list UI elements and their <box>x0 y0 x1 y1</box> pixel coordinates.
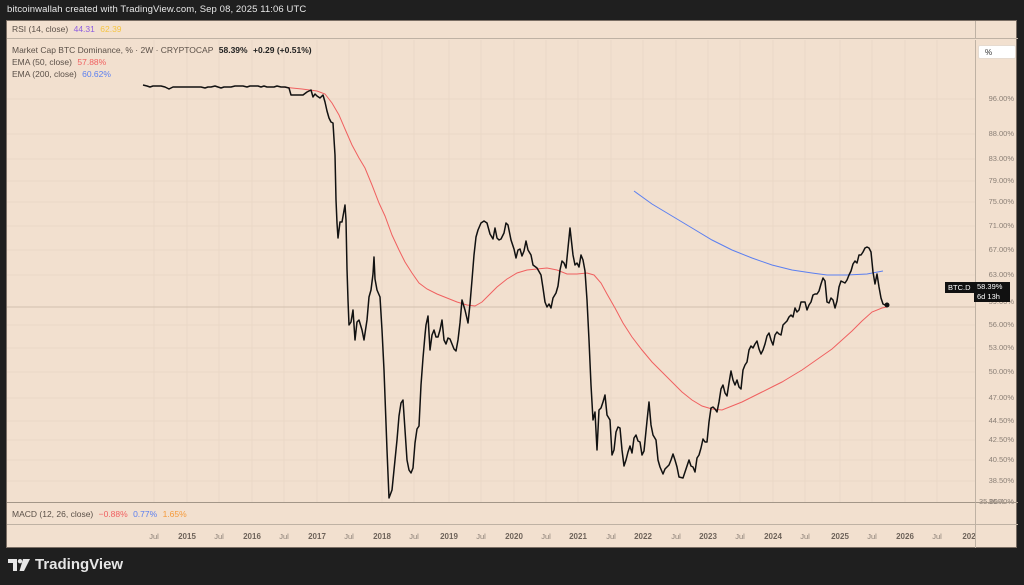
time-label: Jul <box>409 532 419 541</box>
time-label: 2018 <box>373 532 391 541</box>
tradingview-logo[interactable]: TradingView <box>8 556 123 573</box>
macd-legend: MACD (12, 26, close) −0.88% 0.77% 1.65% <box>12 509 190 519</box>
time-label: 2016 <box>243 532 261 541</box>
ema200-label: EMA (200, close) <box>12 69 77 79</box>
last-point-marker <box>884 302 890 308</box>
price-tick: 35.00% <box>979 497 1005 506</box>
btc-dominance-line <box>142 84 887 499</box>
ema50-label: EMA (50, close) <box>12 57 72 67</box>
price-tick: 96.00% <box>988 94 1014 103</box>
brand-name: TradingView <box>35 556 124 573</box>
tradingview-logo-icon <box>8 558 30 571</box>
symbol-change: +0.29 (+0.51%) <box>252 45 312 55</box>
rsi-pane[interactable]: RSI (14, close) 44.31 62.39 <box>7 21 975 39</box>
rsi-value-2: 62.39 <box>100 24 122 34</box>
price-tick: 47.00% <box>988 393 1014 402</box>
bar-countdown: 6d 13h <box>977 292 1000 301</box>
last-price-value: 58.39% <box>977 282 1003 291</box>
price-axis[interactable]: 96.00% 88.00% 83.00% 79.00% 75.00% 71.00… <box>975 40 1018 506</box>
time-label: Jul <box>606 532 616 541</box>
time-label: Jul <box>932 532 942 541</box>
rsi-legend: RSI (14, close) 44.31 62.39 <box>12 24 125 34</box>
time-label: Jul <box>344 532 354 541</box>
main-chart-area[interactable]: Market Cap BTC Dominance, % · 2W · CRYPT… <box>7 40 975 502</box>
ema200-value: 60.62% <box>82 69 111 79</box>
rsi-price-axis <box>975 21 1018 39</box>
ema50-legend[interactable]: EMA (50, close) 57.88% <box>12 57 109 67</box>
time-label: 2015 <box>178 532 196 541</box>
time-label: 2024 <box>764 532 782 541</box>
macd-value-2: 0.77% <box>133 509 158 519</box>
time-label: Jul <box>671 532 681 541</box>
macd-label: MACD (12, 26, close) <box>12 509 94 519</box>
rsi-value-1: 44.31 <box>73 24 95 34</box>
price-tick: 88.00% <box>988 129 1014 138</box>
price-tick: 67.00% <box>988 245 1014 254</box>
time-label: Jul <box>279 532 289 541</box>
ema50-line <box>281 86 888 411</box>
price-tick: 56.00% <box>988 320 1014 329</box>
ema200-line <box>633 190 884 276</box>
time-label: 2022 <box>634 532 652 541</box>
time-label: 2017 <box>308 532 326 541</box>
main-legend-title[interactable]: Market Cap BTC Dominance, % · 2W · CRYPT… <box>12 45 315 55</box>
time-label: Jul <box>800 532 810 541</box>
time-label: 2025 <box>831 532 849 541</box>
price-tick: 71.00% <box>988 221 1014 230</box>
time-label: Jul <box>735 532 745 541</box>
time-label: Jul <box>149 532 159 541</box>
symbol-badge: BTC.D <box>945 282 974 293</box>
grid-lines <box>7 40 975 502</box>
percent-scale-button[interactable]: % <box>978 45 1016 59</box>
price-tick: 40.50% <box>988 455 1014 464</box>
price-tick: 83.00% <box>988 154 1014 163</box>
price-chart <box>7 40 975 502</box>
time-label: 2020 <box>505 532 523 541</box>
price-tick: 75.00% <box>988 197 1014 206</box>
macd-price-axis <box>975 502 1018 524</box>
rsi-label: RSI (14, close) <box>12 24 69 34</box>
price-tick: 79.00% <box>988 176 1014 185</box>
time-label: Jul <box>214 532 224 541</box>
time-label: Jul <box>476 532 486 541</box>
time-axis-corner <box>975 524 1018 548</box>
time-label: 2026 <box>896 532 914 541</box>
chart-caption: bitcoinwallah created with TradingView.c… <box>7 4 307 15</box>
symbol-last-value: 58.39% <box>218 45 248 55</box>
price-tick: 53.00% <box>988 343 1014 352</box>
time-label: 2019 <box>440 532 458 541</box>
time-label: 2023 <box>699 532 717 541</box>
macd-value-3: 1.65% <box>162 509 187 519</box>
chart-frame: RSI (14, close) 44.31 62.39 <box>6 20 1018 548</box>
price-tick: 42.50% <box>988 435 1014 444</box>
time-label: Jul <box>867 532 877 541</box>
price-tick: 38.50% <box>988 476 1014 485</box>
price-tick: 44.50% <box>988 416 1014 425</box>
time-label: 2021 <box>569 532 587 541</box>
ema200-legend[interactable]: EMA (200, close) 60.62% <box>12 69 114 79</box>
price-tick: 50.00% <box>988 367 1014 376</box>
symbol-label: Market Cap BTC Dominance, % · 2W · CRYPT… <box>12 45 214 55</box>
price-tick: 36.70% <box>988 497 1014 506</box>
time-label: 202 <box>962 532 976 541</box>
price-tick: 63.00% <box>988 270 1014 279</box>
macd-pane[interactable]: MACD (12, 26, close) −0.88% 0.77% 1.65% <box>7 502 975 524</box>
last-price-badge: 58.39% 6d 13h <box>974 282 1010 302</box>
macd-value-1: −0.88% <box>98 509 128 519</box>
time-axis[interactable]: Jul 2015 Jul 2016 Jul 2017 Jul 2018 Jul … <box>7 524 976 548</box>
ema50-value: 57.88% <box>77 57 107 67</box>
time-label: Jul <box>541 532 551 541</box>
